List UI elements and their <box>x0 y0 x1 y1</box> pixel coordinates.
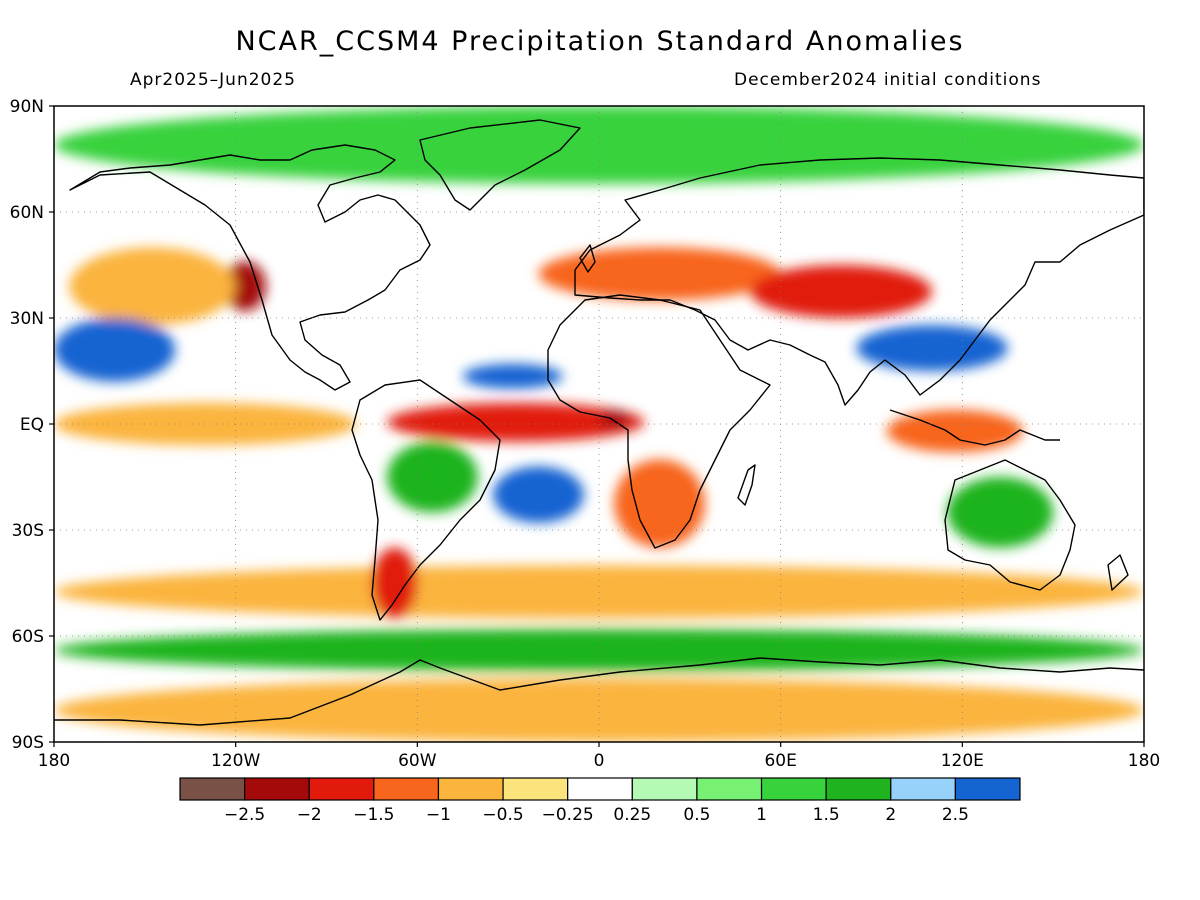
colorbar-label: 0.5 <box>683 805 710 825</box>
anomaly-region-tropical-north-atlantic-wet <box>462 363 563 389</box>
anomaly-region-arctic-wet <box>54 106 1144 184</box>
lon-tick-label: 180 <box>38 751 70 771</box>
lat-tick-label: 90N <box>10 97 44 117</box>
coastline-indonesia <box>889 409 1060 446</box>
anomaly-region-southern-africa-dry <box>614 459 705 548</box>
lon-tick-label: 120E <box>941 751 984 771</box>
colorbar-swatch <box>502 777 569 801</box>
anomaly-region-antarctica-dry <box>54 678 1144 742</box>
coastline-new-zealand <box>1107 554 1129 591</box>
colorbar-swatch <box>567 777 633 801</box>
colorbar-swatch <box>437 777 504 801</box>
anomaly-region-europe-dry <box>538 247 781 301</box>
colorbar-label: 2.5 <box>942 805 969 825</box>
coastline-australia <box>944 459 1076 591</box>
anomaly-region-northeast-pacific-dry <box>69 247 236 326</box>
coastline-antarctica <box>54 657 1144 726</box>
anomaly-region-south-asia-wet <box>856 325 1008 371</box>
colorbar-swatch <box>890 777 956 801</box>
coastlines <box>54 119 1144 726</box>
colorbar-swatch <box>954 777 1021 801</box>
lat-tick-label: EQ <box>20 415 44 435</box>
colorbar-label: 1.5 <box>813 805 840 825</box>
lat-tick-label: 60N <box>10 203 44 223</box>
colorbar-swatch <box>373 777 440 801</box>
anomaly-region-antarctic-ring-wet <box>54 628 1144 672</box>
colorbar-label: 0.25 <box>613 805 651 825</box>
colorbar-swatch <box>179 777 246 801</box>
lon-tick-label: 180 <box>1128 751 1160 771</box>
colorbar-label: 1 <box>756 805 767 825</box>
lat-tick-label: 90S <box>12 733 44 753</box>
chart-title: NCAR_CCSM4 Precipitation Standard Anomal… <box>235 26 965 57</box>
coastline-eurasia <box>574 157 1144 406</box>
colorbar-swatch <box>760 777 827 801</box>
lon-tick-label: 120W <box>211 751 260 771</box>
colorbar-label: −2 <box>297 805 322 825</box>
anomaly-region-australia-wet <box>947 476 1054 548</box>
lon-tick-label: 0 <box>594 751 605 771</box>
colorbar-label: −1 <box>426 805 451 825</box>
latitude-axis: 90N 60N 30N EQ 30S 60S 90S <box>10 97 54 753</box>
lat-tick-label: 30N <box>10 309 44 329</box>
lon-tick-label: 60W <box>398 751 437 771</box>
colorbar-swatch <box>631 777 698 801</box>
colorbar-swatch <box>244 777 310 801</box>
colorbar-label: −1.5 <box>353 805 394 825</box>
lat-tick-label: 30S <box>12 521 44 541</box>
plot-area <box>54 106 1144 742</box>
anomaly-region-equatorial-pacific-dry <box>54 402 357 446</box>
anomaly-region-central-asia-dry <box>750 265 933 318</box>
anomaly-region-gulf-of-guinea-dry <box>599 409 630 428</box>
colorbar-label: 2 <box>885 805 896 825</box>
colorbar-legend: −2.5 −2 −1.5 −1 −0.5 −0.25 0.25 0.5 1 1.5 2 2.5 <box>179 777 1021 825</box>
colorbar-swatch <box>825 777 892 801</box>
coastline-british-isles <box>579 244 596 273</box>
gridlines <box>54 106 1144 742</box>
anomaly-region-south-atlantic-wet <box>493 466 584 523</box>
coastline-madagascar <box>737 464 756 506</box>
period-label: Apr2025–Jun2025 <box>130 70 296 90</box>
colorbar-label: −0.25 <box>542 805 594 825</box>
anomaly-region-central-pacific-wet <box>54 318 176 382</box>
colorbar-label: −2.5 <box>224 805 265 825</box>
anomaly-region-patagonia-dry <box>371 547 418 619</box>
lon-tick-label: 60E <box>764 751 796 771</box>
coastline-north-america <box>69 144 431 391</box>
anomaly-region-amazon-wet <box>387 441 478 513</box>
anomaly-region-southern-ocean-dry <box>54 565 1144 619</box>
initial-conditions-label: December2024 initial conditions <box>734 70 1042 90</box>
coastline-south-america <box>351 379 501 621</box>
lat-tick-label: 60S <box>12 627 44 647</box>
anomaly-field <box>54 106 1144 742</box>
colorbar-swatch <box>696 777 763 801</box>
anomaly-region-western-us-dry <box>223 261 266 311</box>
colorbar-label: −0.5 <box>482 805 523 825</box>
coastline-greenland <box>419 119 581 211</box>
longitude-axis: 180 120W 60W 0 60E 120E 180 <box>38 742 1160 771</box>
colorbar-swatch <box>308 777 375 801</box>
